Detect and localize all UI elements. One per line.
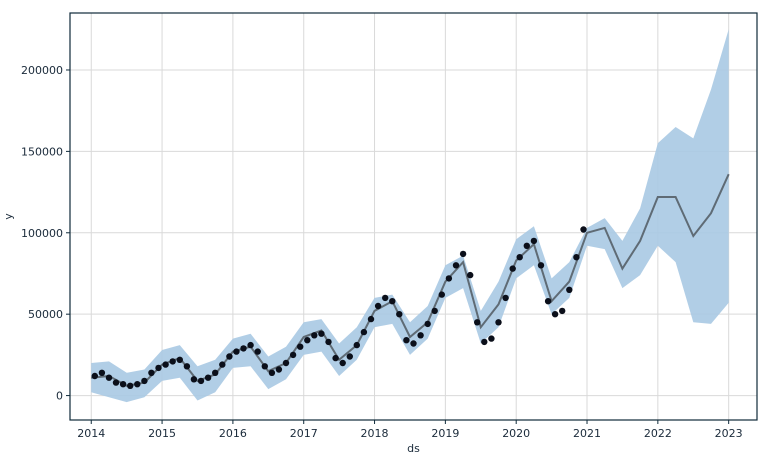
uncertainty-band-layer xyxy=(91,29,729,403)
observed-point xyxy=(339,359,346,367)
observed-point xyxy=(268,369,276,376)
observed-point xyxy=(452,262,460,269)
observed-point xyxy=(573,254,580,261)
x-tick-label: 2022 xyxy=(644,427,672,440)
observed-point xyxy=(374,302,382,310)
observed-point xyxy=(297,343,304,350)
observed-point xyxy=(488,335,495,342)
observed-point xyxy=(91,372,99,380)
observed-point xyxy=(318,330,325,337)
observed-point xyxy=(516,254,523,261)
observed-point xyxy=(325,338,332,346)
observed-point xyxy=(155,364,162,372)
observed-point xyxy=(233,348,240,355)
x-tick-label: 2019 xyxy=(431,427,459,440)
x-axis-label: ds xyxy=(407,442,420,455)
observed-point xyxy=(467,271,474,279)
observed-point xyxy=(580,226,587,233)
observed-point xyxy=(148,369,155,376)
y-tick-label: 200000 xyxy=(21,64,63,77)
observed-point xyxy=(105,374,113,381)
observed-point xyxy=(389,298,396,305)
observed-point xyxy=(119,381,127,388)
observed-point xyxy=(240,345,247,352)
observed-point xyxy=(530,237,538,245)
observed-point xyxy=(204,374,212,381)
observed-point xyxy=(190,376,198,383)
observed-point xyxy=(417,332,424,339)
observed-point xyxy=(367,315,375,323)
x-tick-label: 2014 xyxy=(77,427,105,440)
plot-frame xyxy=(69,12,758,421)
observed-point xyxy=(424,320,431,328)
observed-point xyxy=(396,311,403,318)
x-axis-ticks: 2014 2015 2016 2017 2018 2019 2020 2021 2022 2023 xyxy=(77,420,743,440)
x-tick-label: 2021 xyxy=(573,427,601,440)
observed-point xyxy=(219,361,226,368)
uncertainty-band xyxy=(91,29,729,403)
observed-point xyxy=(509,265,516,272)
observed-point xyxy=(112,379,120,386)
observed-point xyxy=(523,242,530,249)
x-tick-label: 2018 xyxy=(361,427,389,440)
x-tick-label: 2023 xyxy=(715,427,743,440)
y-tick-label: 100000 xyxy=(21,227,63,240)
observed-point xyxy=(282,359,290,367)
observed-point xyxy=(551,311,559,318)
x-tick-label: 2020 xyxy=(502,427,530,440)
observed-point xyxy=(544,298,552,305)
observed-point xyxy=(537,262,545,269)
observed-point xyxy=(98,369,106,376)
observed-point xyxy=(289,351,297,359)
y-tick-label: 150000 xyxy=(21,145,63,158)
observed-point xyxy=(197,377,205,385)
observed-point xyxy=(127,382,134,389)
observed-point xyxy=(247,341,254,349)
observed-point xyxy=(459,250,467,258)
observed-point xyxy=(481,338,488,346)
observed-point xyxy=(275,366,283,373)
y-axis-label: y xyxy=(2,213,15,220)
observed-point xyxy=(141,377,148,385)
observed-point xyxy=(353,341,360,349)
x-tick-label: 2016 xyxy=(219,427,247,440)
observed-point xyxy=(261,363,268,370)
observed-point xyxy=(445,275,453,282)
observed-point xyxy=(176,356,183,363)
observed-point xyxy=(183,363,191,370)
observed-point xyxy=(382,294,389,302)
observed-point xyxy=(346,353,353,360)
forecast-line-layer xyxy=(91,173,730,387)
y-axis-ticks: 0 50000 100000 150000 200000 xyxy=(21,64,70,403)
observed-point xyxy=(304,337,311,344)
observed-point xyxy=(438,291,445,298)
observed-point xyxy=(162,361,169,368)
observed-point xyxy=(410,340,417,347)
observed-point xyxy=(502,294,509,302)
observed-point xyxy=(403,337,410,344)
y-tick-label: 0 xyxy=(56,390,63,403)
observed-point xyxy=(212,369,219,376)
observed-point xyxy=(226,353,233,360)
observed-point xyxy=(134,381,141,388)
observed-point xyxy=(311,332,318,339)
y-tick-label: 50000 xyxy=(28,308,63,321)
x-tick-label: 2017 xyxy=(290,427,318,440)
forecast-line xyxy=(91,173,730,387)
observed-point xyxy=(332,354,339,362)
x-tick-label: 2015 xyxy=(148,427,176,440)
observed-point xyxy=(495,319,502,326)
observed-points-layer xyxy=(91,226,587,389)
observed-point xyxy=(559,307,566,315)
observed-point xyxy=(474,319,481,326)
observed-point xyxy=(169,358,176,365)
observed-point xyxy=(566,286,573,293)
observed-point xyxy=(431,307,438,315)
observed-point xyxy=(360,328,368,336)
observed-point xyxy=(254,348,261,355)
